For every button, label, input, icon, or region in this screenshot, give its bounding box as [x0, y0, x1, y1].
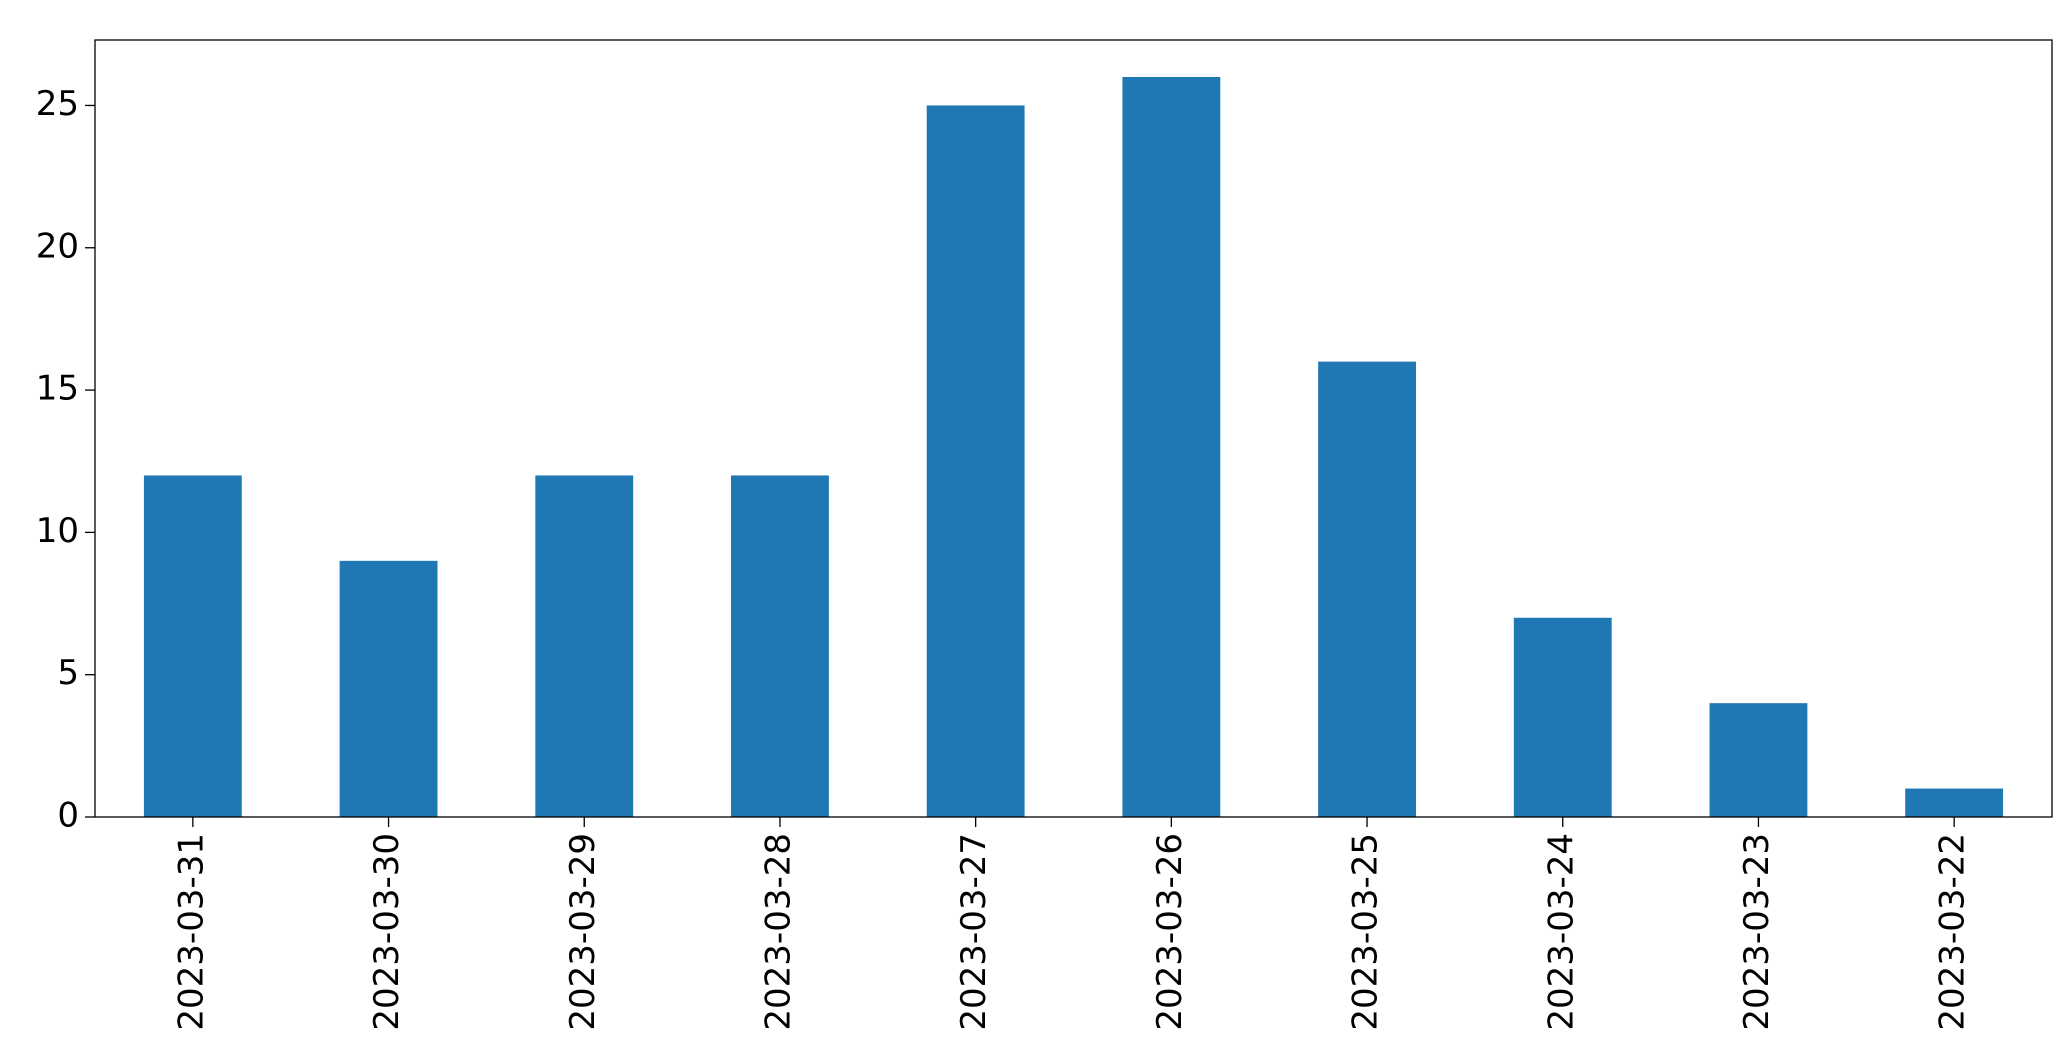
x-tick-label: 2023-03-31: [171, 833, 211, 1031]
bar: [1513, 617, 1612, 817]
x-tick-label: 2023-03-24: [1541, 833, 1581, 1031]
y-tick-label: 15: [36, 369, 79, 409]
y-tick-label: 20: [36, 226, 79, 266]
x-tick-label: 2023-03-22: [1933, 833, 1973, 1031]
x-tick-label: 2023-03-30: [367, 833, 407, 1031]
bar: [535, 475, 634, 817]
y-tick-label: 10: [36, 511, 79, 551]
x-tick-label: 2023-03-29: [563, 833, 603, 1031]
bar: [1709, 703, 1808, 817]
y-tick-label: 25: [36, 84, 79, 124]
bar: [143, 475, 242, 817]
y-tick-label: 5: [57, 653, 79, 693]
x-tick-label: 2023-03-28: [758, 833, 798, 1031]
x-tick-label: 2023-03-27: [954, 833, 994, 1031]
x-tick-label: 2023-03-26: [1150, 833, 1190, 1031]
plot-frame: [94, 39, 2053, 818]
bar: [926, 105, 1025, 817]
bar: [1318, 361, 1416, 817]
y-tick-label: 0: [57, 796, 79, 836]
x-tick-label: 2023-03-25: [1346, 833, 1386, 1031]
bar: [731, 475, 829, 817]
bar: [1122, 77, 1221, 817]
bar: [339, 560, 438, 817]
bar: [1905, 788, 2004, 817]
x-tick-label: 2023-03-23: [1737, 833, 1777, 1031]
